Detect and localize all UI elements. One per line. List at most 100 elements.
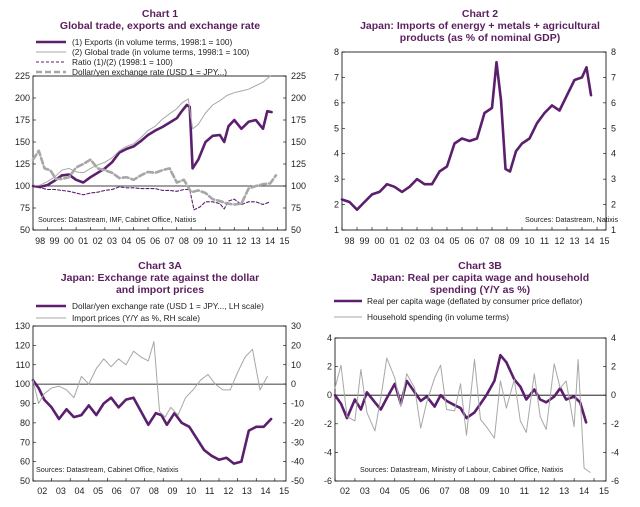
chart1-x-tick: 04 xyxy=(121,236,131,246)
chart3b-title-line2: spending (Y/Y as %) xyxy=(429,284,531,296)
chart3b-y-tick-left: 2 xyxy=(327,362,332,372)
chart3a-title-line1: Japan: Exchange rate against the dollar xyxy=(60,272,260,284)
chart1-x-tick: 06 xyxy=(150,236,160,246)
chart3a-y-tick-right: -30 xyxy=(291,437,304,447)
chart3b-y-tick-left: -2 xyxy=(324,419,332,429)
chart3b-x-tick: 12 xyxy=(539,486,549,496)
chart3a-source: Sources: Datastream, Cabinet Office, Nat… xyxy=(36,465,179,474)
chart3a-y-tick-right: 0 xyxy=(291,379,296,389)
chart3a-plot: 50 60 70 80 90 100 110 120 130 -50 -40 -30 -20 -10 0 10… xyxy=(15,301,304,496)
chart1-x-tick: 14 xyxy=(265,236,275,246)
chart2-y-tick-left: 1 xyxy=(334,225,339,235)
chart3a-legend-label-0: Dollar/yen exchange rate (USD 1 = JPY...… xyxy=(72,301,264,311)
chart1-y-tick-left: 50 xyxy=(20,225,30,235)
chart1-y-tick-right: 75 xyxy=(291,203,301,213)
chart1-legend-label-1: (2) Global trade (in volume terms, 1998:… xyxy=(72,47,250,57)
chart3b-y-tick-right: -6 xyxy=(611,476,619,486)
chart1-x-tick: 03 xyxy=(107,236,117,246)
chart3b-x-tick: 14 xyxy=(579,486,589,496)
chart1-x-tick: 02 xyxy=(93,236,103,246)
chart3a-y-tick-left: 130 xyxy=(15,321,30,331)
chart3a-x-tick: 08 xyxy=(149,486,159,496)
chart3b-x-tick: 02 xyxy=(340,486,350,496)
chart3a-y-tick-right: -10 xyxy=(291,399,304,409)
chart2-x-tick: 01 xyxy=(389,236,399,246)
chart3b-y-tick-right: -2 xyxy=(611,419,619,429)
chart3a-y-tick-left: 50 xyxy=(20,476,30,486)
chart2-x-tick: 15 xyxy=(599,236,609,246)
chart1-x-tick: 13 xyxy=(251,236,261,246)
chart2-y-tick-right: 4 xyxy=(611,149,616,159)
chart3b-y-tick-left: -6 xyxy=(324,476,332,486)
chart3b-x-tick: 13 xyxy=(559,486,569,496)
chart2-x-tick: 99 xyxy=(359,236,369,246)
chart2-label: Chart 2 xyxy=(461,8,499,20)
chart1-legend-label-3: Dollar/yen exchange rate (USD 1 = JPY...… xyxy=(72,67,227,77)
chart3a-series-1-line xyxy=(32,341,268,418)
chart2-panel: Chart 2 Japan: Imports of energy + metal… xyxy=(320,0,640,254)
chart3a-y-tick-left: 70 xyxy=(20,437,30,447)
chart2-series-0-line xyxy=(340,60,593,211)
chart3b-y-tick-right: -4 xyxy=(611,447,619,457)
chart2-x-tick: 13 xyxy=(569,236,579,246)
chart3a-x-tick: 04 xyxy=(74,486,84,496)
chart1-x-tick: 10 xyxy=(208,236,218,246)
chart3a-panel: Chart 3A Japan: Exchange rate against th… xyxy=(0,254,320,507)
chart3a-y-tick-left: 90 xyxy=(20,399,30,409)
chart1-x-tick: 09 xyxy=(193,236,203,246)
chart3b-x-tick: 06 xyxy=(420,486,430,496)
chart2-x-tick: 11 xyxy=(540,236,549,246)
chart3a-x-tick: 05 xyxy=(93,486,103,496)
chart3b-x-tick: 09 xyxy=(479,486,489,496)
chart3b-plot-frame xyxy=(334,337,607,482)
chart2-x-tick: 08 xyxy=(494,236,504,246)
chart1-x-tick: 99 xyxy=(50,236,60,246)
chart1-title: Global trade, exports and exchange rate xyxy=(59,20,261,32)
chart2-y-tick-left: 3 xyxy=(334,174,339,184)
chart3a-y-tick-left: 80 xyxy=(20,418,30,428)
chart3a-x-tick: 15 xyxy=(279,486,289,496)
chart2-y-tick-left: 4 xyxy=(334,149,339,159)
chart2-x-tick: 03 xyxy=(419,236,429,246)
chart3b-title-line1: Japan: Real per capita wage and househol… xyxy=(370,272,590,284)
chart2-x-tick: 14 xyxy=(584,236,594,246)
chart2-x-tick: 12 xyxy=(554,236,564,246)
chart2-y-tick-right: 8 xyxy=(611,47,616,57)
chart3b-x-tick: 10 xyxy=(499,486,509,496)
chart1-y-tick-left: 75 xyxy=(20,203,30,213)
chart3a-y-tick-right: 30 xyxy=(291,321,301,331)
chart2-y-tick-right: 2 xyxy=(611,200,616,210)
chart2-x-tick: 04 xyxy=(434,236,444,246)
chart2-x-tick: 07 xyxy=(479,236,489,246)
chart2-x-tick: 05 xyxy=(449,236,459,246)
chart1-legend-label-2: Ratio (1)/(2) (1998:1 = 100) xyxy=(72,57,173,67)
chart3a-y-tick-left: 60 xyxy=(20,457,30,467)
chart3a-x-tick: 11 xyxy=(205,486,214,496)
chart1-y-tick-right: 175 xyxy=(291,115,306,125)
chart3a-y-tick-right: 10 xyxy=(291,360,301,370)
chart2-x-tick: 00 xyxy=(374,236,384,246)
chart1-x-tick: 15 xyxy=(280,236,290,246)
chart1-x-tick: 98 xyxy=(35,236,45,246)
chart3a-x-tick: 14 xyxy=(261,486,271,496)
chart3b-source: Sources: Datastream, Ministry of Labour,… xyxy=(360,465,564,474)
chart1-y-tick-left: 175 xyxy=(15,115,30,125)
chart2-y-tick-left: 2 xyxy=(334,200,339,210)
chart1-source: Sources: Datastream, IMF, Cabinet Office… xyxy=(38,215,196,224)
chart1-panel: Chart 1 Global trade, exports and exchan… xyxy=(0,0,320,254)
chart3b-x-tick: 07 xyxy=(440,486,450,496)
chart3b-y-tick-left: 4 xyxy=(327,333,332,343)
chart1-y-tick-left: 200 xyxy=(15,93,30,103)
chart3a-title-line2: and import prices xyxy=(115,284,205,296)
chart2-y-tick-right: 1 xyxy=(611,225,616,235)
chart3a-y-tick-right: -20 xyxy=(291,418,304,428)
chart3b-series-0-line xyxy=(333,353,588,424)
chart2-y-tick-left: 5 xyxy=(334,123,339,133)
chart3b-legend-label-1: Household spending (in volume terms) xyxy=(367,312,509,322)
chart1-y-tick-left: 125 xyxy=(15,159,30,169)
chart3a-x-tick: 13 xyxy=(242,486,252,496)
chart3a-x-tick: 03 xyxy=(56,486,66,496)
chart2-x-tick: 98 xyxy=(344,236,354,246)
